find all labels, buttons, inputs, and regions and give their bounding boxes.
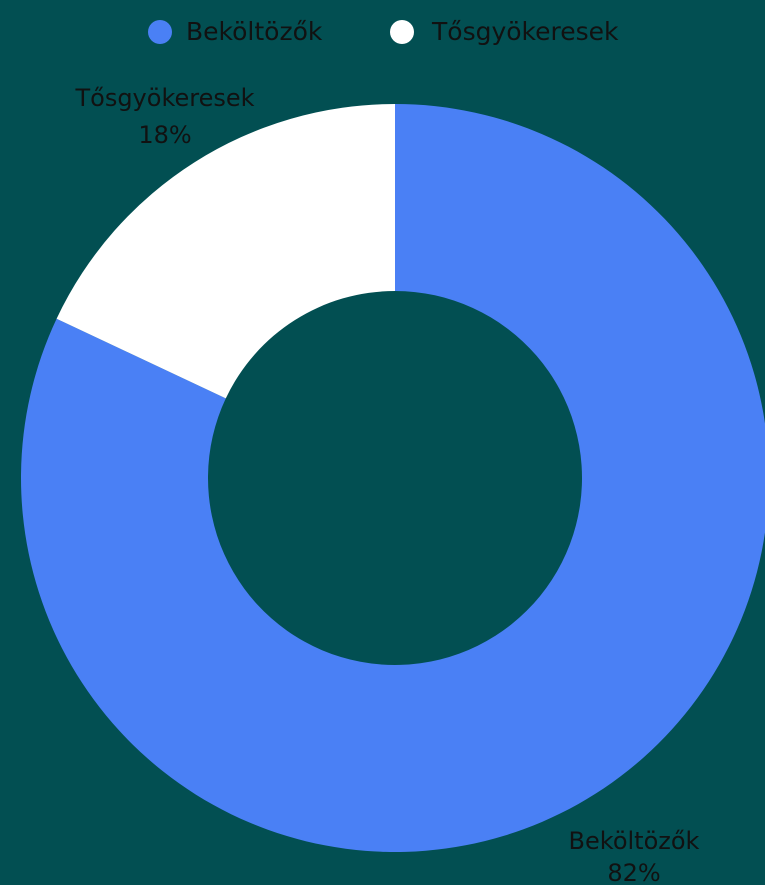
slice-label-bekoltozok-value: 82% bbox=[607, 859, 660, 885]
legend-swatch-tosgyokeresek bbox=[390, 20, 414, 44]
slice-label-tosgyokeresek-value: 18% bbox=[138, 121, 191, 149]
legend-swatch-bekoltozok bbox=[148, 20, 172, 44]
slice-tosgyokeresek[interactable] bbox=[56, 104, 396, 399]
slice-labels: Tősgyökeresek 18% Beköltözők 82% bbox=[74, 84, 699, 885]
legend-label-tosgyokeresek: Tősgyökeresek bbox=[431, 17, 619, 46]
slice-label-bekoltozok-name: Beköltözők bbox=[569, 827, 700, 855]
slice-label-tosgyokeresek: Tősgyökeresek 18% bbox=[74, 84, 254, 149]
donut-slices bbox=[21, 104, 765, 852]
slice-label-bekoltozok: Beköltözők 82% bbox=[569, 827, 700, 885]
legend-item-tosgyokeresek[interactable]: Tősgyökeresek bbox=[390, 17, 619, 46]
slice-label-tosgyokeresek-name: Tősgyökeresek bbox=[74, 84, 254, 112]
legend-item-bekoltozok[interactable]: Beköltözők bbox=[148, 17, 323, 46]
legend-label-bekoltozok: Beköltözők bbox=[186, 17, 323, 46]
slice-bekoltozok[interactable] bbox=[21, 104, 765, 852]
legend: Beköltözők Tősgyökeresek bbox=[148, 17, 619, 46]
